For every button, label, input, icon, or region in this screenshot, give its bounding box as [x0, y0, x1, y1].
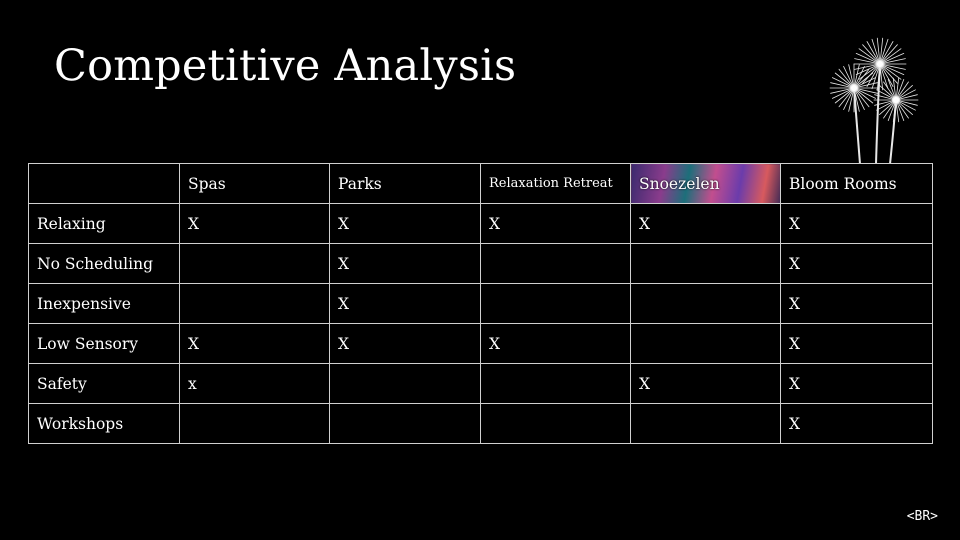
row-label: Inexpensive [28, 283, 180, 324]
flower-center [892, 96, 900, 104]
petal [853, 68, 870, 89]
column-header: Bloom Rooms [780, 163, 933, 204]
table-cell: X [630, 203, 781, 244]
table-cell: X [630, 363, 781, 404]
table-cell: X [480, 323, 631, 364]
table-cell: X [480, 203, 631, 244]
table-cell: X [329, 243, 481, 284]
table-cell: X [780, 323, 933, 364]
column-header: Parks [329, 163, 481, 204]
petal [862, 63, 881, 84]
table-cell: X [329, 283, 481, 324]
table-row: Inexpensive X X [28, 283, 933, 324]
slide-title: Competitive Analysis [54, 41, 517, 91]
column-header-label: Snoezelen [639, 174, 720, 193]
table-cell: X [780, 203, 933, 244]
table-cell [630, 403, 781, 444]
petal [879, 52, 905, 65]
petal [858, 63, 881, 80]
petal [834, 72, 855, 89]
table-row: Safety x X X [28, 363, 933, 404]
dandelion-flowers-icon [829, 37, 919, 164]
table-cell: X [179, 323, 330, 364]
row-label: Workshops [28, 403, 180, 444]
petal [879, 37, 884, 65]
petal [879, 63, 902, 80]
row-label: No Scheduling [28, 243, 180, 284]
petal [871, 63, 881, 90]
petal [834, 87, 855, 104]
table-row: Low Sensory X X X X [28, 323, 933, 364]
petal [879, 63, 889, 90]
flower-center [850, 84, 858, 92]
table-header-row: Spas Parks Relaxation Retreat Snoezelen Bloo… [28, 163, 933, 204]
petal [879, 58, 906, 65]
petal [876, 63, 881, 91]
petal [862, 44, 881, 65]
petal [879, 63, 906, 70]
petal [853, 87, 874, 104]
petal [853, 87, 870, 108]
br-logo: <BR> [906, 509, 938, 524]
table-cell [630, 243, 781, 284]
petal [879, 48, 902, 65]
table-cell [179, 283, 330, 324]
petal [879, 44, 898, 65]
petal [854, 63, 881, 70]
petal [879, 63, 898, 84]
petal [879, 41, 894, 65]
row-label: Safety [28, 363, 180, 404]
petal [866, 63, 881, 87]
table-cell: x [179, 363, 330, 404]
table-cell [179, 403, 330, 444]
petal [879, 38, 889, 65]
table-row: Workshops X [28, 403, 933, 444]
table-cell [480, 283, 631, 324]
table-cell [480, 363, 631, 404]
petal [854, 58, 881, 65]
petal [858, 48, 881, 65]
table-cell: X [780, 283, 933, 324]
table-cell: X [329, 323, 481, 364]
table-cell: X [780, 243, 933, 284]
table-cell [329, 363, 481, 404]
petal [855, 63, 881, 76]
row-label: Relaxing [28, 203, 180, 244]
petal [866, 41, 881, 65]
petal [879, 63, 884, 91]
table-cell: X [780, 403, 933, 444]
table-cell [329, 403, 481, 444]
column-header: Relaxation Retreat [480, 163, 631, 204]
table-cell [480, 403, 631, 444]
petal [855, 52, 881, 65]
table-cell: X [780, 363, 933, 404]
petal [871, 38, 881, 65]
petal [876, 37, 881, 65]
table-cell: X [329, 203, 481, 244]
table-cell: X [179, 203, 330, 244]
header-corner-cell [28, 163, 180, 204]
table-row: Relaxing X X X X X [28, 203, 933, 244]
flower-center [876, 60, 884, 68]
petal [879, 63, 894, 87]
petal [838, 87, 855, 108]
row-label: Low Sensory [28, 323, 180, 364]
table-cell [630, 283, 781, 324]
column-header: Spas [179, 163, 330, 204]
table-cell [480, 243, 631, 284]
petal [879, 63, 905, 76]
comparison-table: Spas Parks Relaxation Retreat Snoezelen Bloo… [28, 163, 933, 444]
table-cell [179, 243, 330, 284]
table-cell [630, 323, 781, 364]
column-header: Snoezelen [630, 163, 781, 204]
table-row: No Scheduling X X [28, 243, 933, 284]
petal [838, 68, 855, 89]
